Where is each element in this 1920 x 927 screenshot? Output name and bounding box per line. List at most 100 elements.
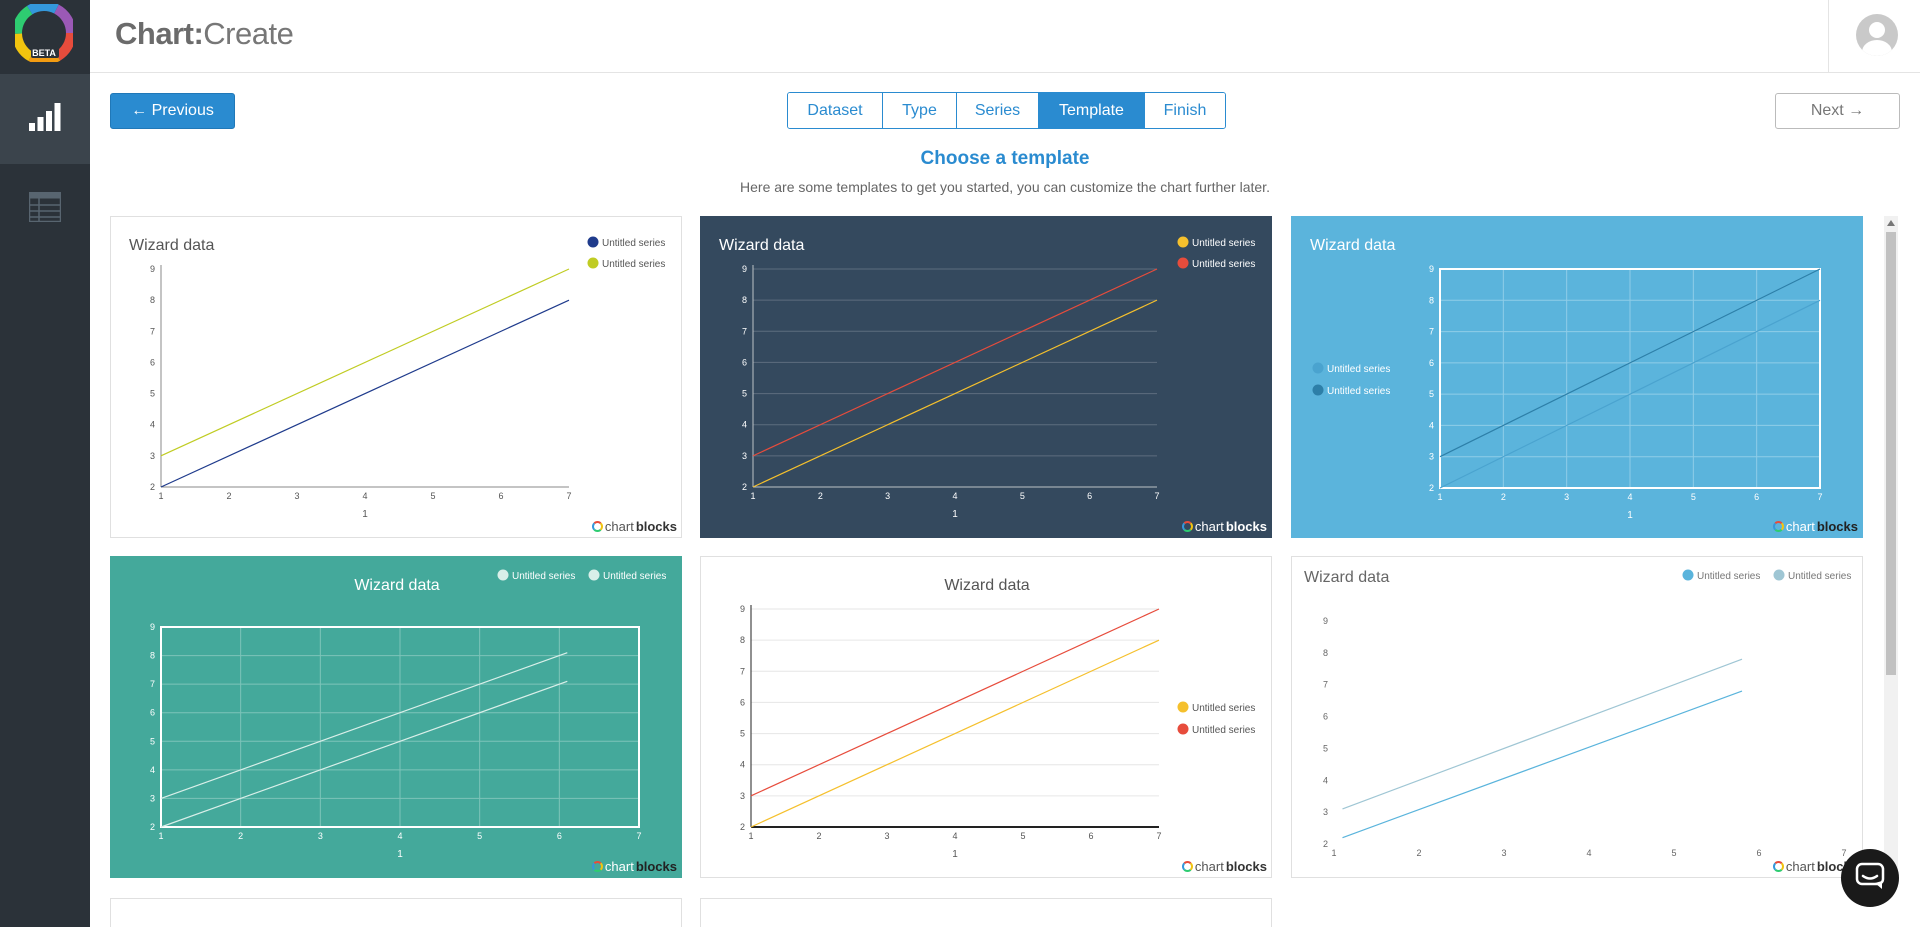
y-tick-label: 6 (1429, 358, 1434, 368)
series-line-1 (1342, 690, 1743, 839)
x-tick-label: 1 (748, 831, 753, 841)
chartblocks-logo-icon (591, 861, 603, 872)
chartblocks-logo-icon (591, 521, 603, 532)
legend-label: Untitled series (1192, 238, 1255, 249)
template-card-4[interactable]: Wizard data 2 3 4 5 6 7 8 9 1 2 3 4 5 6 7 1 Untitled seri… (110, 556, 682, 878)
chat-button[interactable] (1841, 849, 1899, 907)
x-tick-label: 6 (1756, 848, 1761, 858)
template-card-3[interactable]: Wizard data 2 3 4 5 6 7 8 9 1 2 3 4 5 6 7 1 Untitled seri… (1291, 216, 1863, 538)
legend-swatch (1312, 384, 1324, 396)
x-tick-label: 2 (1416, 848, 1421, 858)
logo-badge: BETA (32, 48, 56, 58)
section-title: Choose a template (920, 148, 1090, 169)
template-card-1[interactable]: Wizard data 2 3 4 5 6 7 8 9 1 2 3 4 5 6 7 1 Untitled seri… (110, 216, 682, 538)
legend-label: Untitled series (1327, 386, 1390, 397)
template-card-2[interactable]: Wizard data 2 3 4 5 6 7 8 9 1 2 3 4 5 6 7 1 Untitled seri… (700, 216, 1272, 538)
wizard-steps: Dataset Type Series Template Finish (787, 92, 1226, 129)
y-tick-label: 8 (742, 295, 747, 305)
scroll-up-arrow-icon[interactable] (1884, 216, 1898, 230)
chartblocks-watermark: chart blocks (591, 519, 677, 534)
template-card-partial[interactable] (110, 898, 682, 927)
plot-frame (160, 626, 640, 828)
chartblocks-watermark: chart blocks (1181, 519, 1267, 534)
series-line-2 (1439, 268, 1821, 458)
y-tick-label: 6 (740, 697, 745, 707)
y-tick-label: 4 (740, 760, 745, 770)
y-tick-label: 2 (150, 482, 155, 492)
y-tick-label: 6 (150, 708, 155, 718)
x-tick-label: 4 (1586, 848, 1591, 858)
x-tick-label: 4 (1627, 492, 1632, 502)
x-tick-label: 1 (158, 831, 163, 841)
y-tick-label: 8 (150, 651, 155, 661)
watermark-text: blocks (1816, 519, 1858, 534)
x-tick-label: 5 (1691, 492, 1696, 502)
legend-swatch (1177, 701, 1189, 713)
legend-swatch (1682, 569, 1694, 581)
y-tick-label: 3 (740, 791, 745, 801)
template-card-partial[interactable] (700, 898, 1272, 927)
avatar[interactable] (1856, 14, 1898, 56)
x-tick-label: 5 (1020, 831, 1025, 841)
chat-icon (1855, 862, 1885, 895)
x-tick-label: 1 (158, 491, 163, 501)
watermark-text: blocks (1225, 859, 1267, 874)
x-tick-label: 6 (1088, 831, 1093, 841)
template-card-6[interactable]: Wizard data 2 3 4 5 6 7 8 9 1 2 3 4 5 6 7 Untitled serie… (1291, 556, 1863, 878)
x-tick-label: 7 (1154, 491, 1159, 501)
x-axis-label: 1 (397, 849, 403, 860)
x-tick-label: 6 (1754, 492, 1759, 502)
step-type[interactable]: Type (883, 93, 957, 128)
x-tick-label: 1 (1331, 848, 1336, 858)
y-tick-label: 7 (1429, 327, 1434, 337)
series-line-2 (750, 608, 1160, 797)
sidebar-item-charts[interactable] (0, 74, 90, 164)
chart-title: Wizard data (129, 237, 214, 254)
sidebar-item-data[interactable] (0, 164, 90, 254)
y-tick-label: 4 (150, 420, 155, 430)
table-icon (28, 191, 62, 227)
y-tick-label: 2 (1323, 839, 1328, 849)
chart-title: Wizard data (1310, 237, 1395, 254)
chartblocks-logo-icon (1181, 861, 1193, 872)
app-logo[interactable]: BETA (12, 1, 76, 65)
x-tick-label: 1 (750, 491, 755, 501)
step-series[interactable]: Series (957, 93, 1039, 128)
watermark-text: chart (604, 519, 634, 534)
chart-title: Wizard data (719, 237, 804, 254)
legend-label: Untitled series (1327, 364, 1390, 375)
series-line-2 (752, 268, 1158, 457)
scrollbar-thumb[interactable] (1886, 232, 1896, 675)
template-card-5[interactable]: Wizard data 2 3 4 5 6 7 8 9 1 2 3 4 5 6 7 1 Untitled seri… (700, 556, 1272, 878)
x-tick-label: 4 (362, 491, 367, 501)
y-tick-label: 9 (1429, 264, 1434, 274)
chartblocks-watermark: chart blocks (1772, 519, 1858, 534)
y-tick-label: 5 (1323, 743, 1328, 753)
legend-label: Untitled series (1697, 571, 1760, 582)
step-finish[interactable]: Finish (1145, 93, 1225, 128)
step-dataset[interactable]: Dataset (788, 93, 883, 128)
plot-frame (1439, 268, 1821, 489)
x-tick-label: 2 (816, 831, 821, 841)
x-tick-label: 6 (498, 491, 503, 501)
x-tick-label: 5 (477, 831, 482, 841)
legend-swatch (587, 257, 599, 269)
sidebar: BETA (0, 0, 90, 927)
next-button[interactable]: Next → (1775, 93, 1900, 129)
step-template[interactable]: Template (1039, 93, 1145, 128)
series-line-2 (160, 652, 568, 799)
x-tick-label: 4 (952, 831, 957, 841)
y-tick-label: 2 (1429, 483, 1434, 493)
y-tick-label: 5 (742, 389, 747, 399)
y-tick-label: 9 (1323, 616, 1328, 626)
y-tick-label: 7 (1323, 680, 1328, 690)
legend-label: Untitled series (1192, 259, 1255, 270)
y-tick-label: 8 (1323, 648, 1328, 658)
series-line-2 (160, 268, 570, 457)
previous-button[interactable]: ← Previous (110, 93, 235, 129)
legend-swatch (1312, 362, 1324, 374)
watermark-text: chart (604, 859, 634, 874)
x-tick-label: 4 (952, 491, 957, 501)
